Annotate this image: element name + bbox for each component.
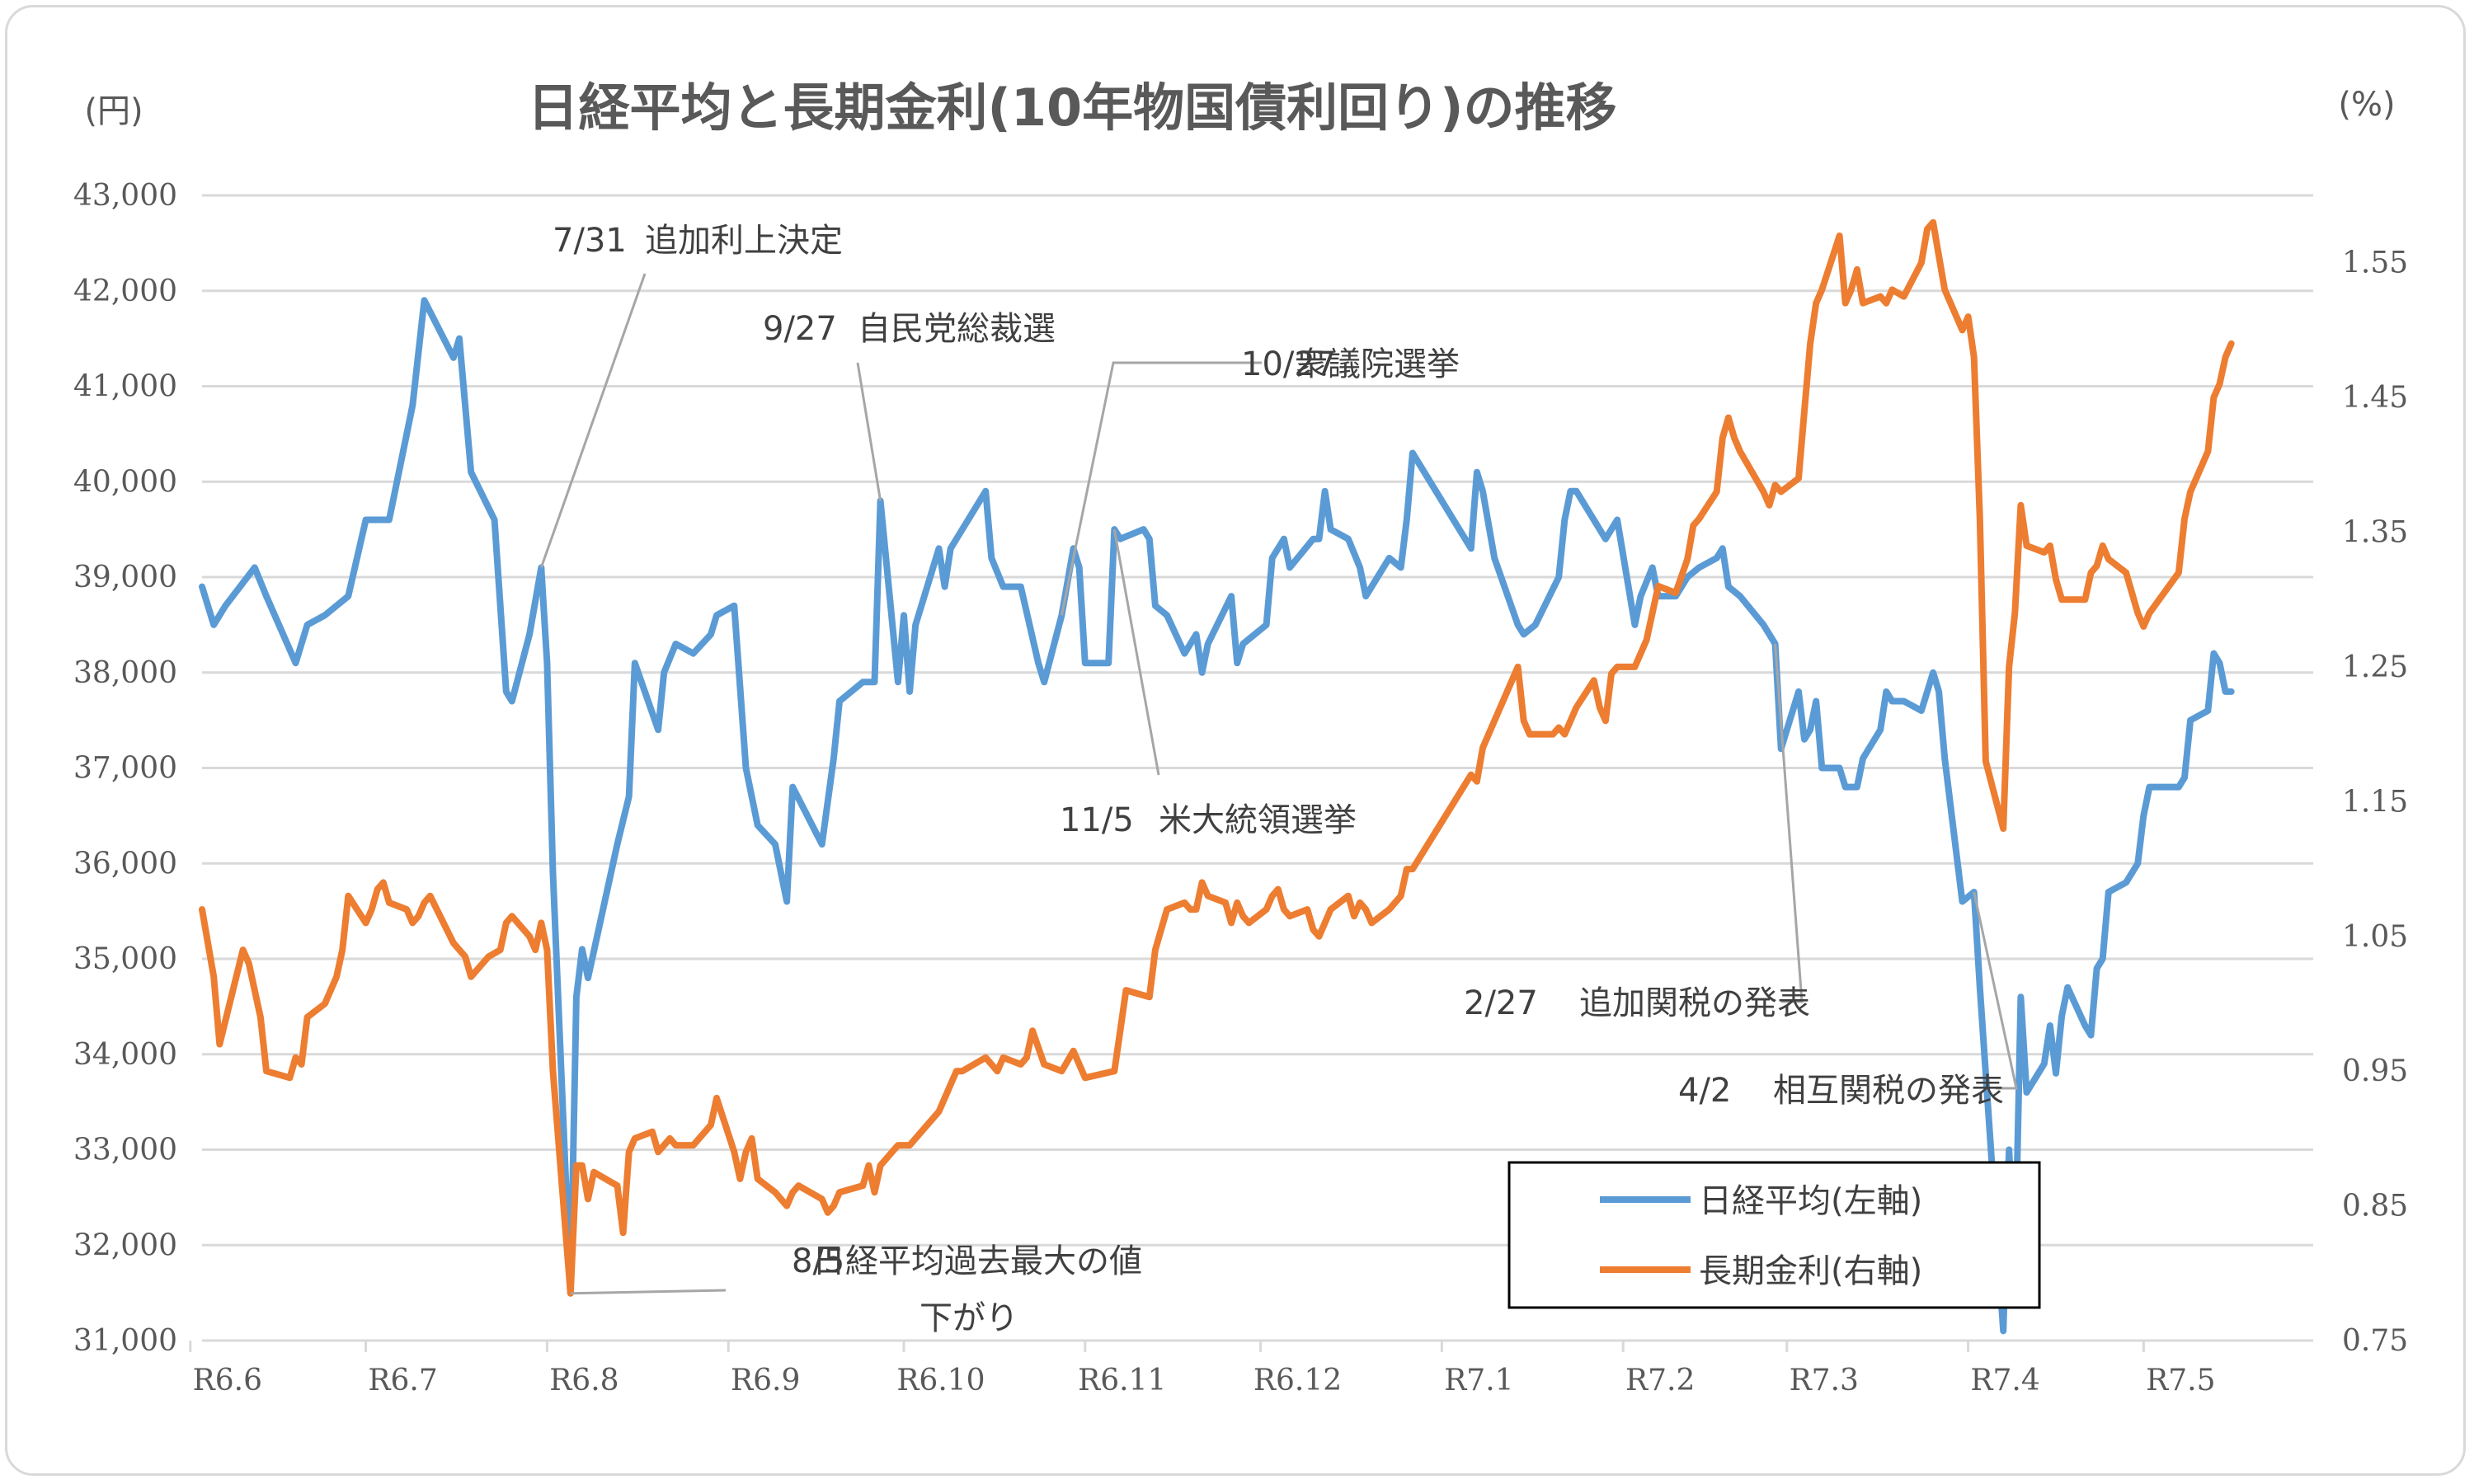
annotation-date: 7/31 [553, 222, 627, 260]
left-tick-label: 38,000 [73, 656, 177, 690]
right-tick-label: 0.85 [2342, 1190, 2408, 1223]
left-axis-unit: (円) [84, 92, 143, 130]
right-tick-label: 1.55 [2342, 247, 2408, 280]
x-tick-label: R6.7 [368, 1364, 437, 1397]
annotation-text: 追加関税の発表 [1579, 984, 1810, 1022]
right-tick-label: 1.35 [2342, 516, 2408, 550]
legend-label-yield: 長期金利(右軸) [1699, 1252, 1922, 1290]
annotation-text-line2: 下がり [920, 1299, 1018, 1337]
left-tick-label: 42,000 [73, 275, 177, 308]
x-tick-label: R7.4 [1970, 1364, 2039, 1397]
chart-frame [5, 5, 2466, 1476]
left-tick-label: 37,000 [73, 752, 177, 786]
annotation-date: 9/27 [763, 310, 837, 348]
right-tick-label: 1.05 [2342, 920, 2408, 954]
annotation-text: 日経平均過去最大の値 [812, 1242, 1142, 1280]
annotation-date: 8/5 [792, 1242, 844, 1280]
x-axis-ticks: R6.6 R6.7 R6.8 R6.9 R6.10 R6.11 R6.12 R7.1 R7.2 R… [189, 1341, 2216, 1397]
left-axis-ticks: 31,000 32,000 33,000 34,000 35,000 36,000 37,0… [73, 179, 177, 1358]
annotation-leader-line [1774, 643, 1804, 1003]
x-tick-label: R6.11 [1078, 1364, 1166, 1397]
left-tick-label: 34,000 [73, 1038, 177, 1072]
legend-box [1507, 1161, 2041, 1309]
annotation-leader-line [856, 362, 882, 501]
annotation-leader-line [570, 1289, 727, 1295]
x-tick-label: R6.8 [549, 1364, 618, 1397]
right-tick-label: 0.95 [2342, 1054, 2408, 1088]
left-tick-label: 36,000 [73, 847, 177, 881]
x-tick-label: R6.6 [193, 1364, 262, 1397]
left-tick-label: 41,000 [73, 370, 177, 404]
right-tick-label: 1.15 [2342, 785, 2408, 819]
legend: 日経平均(左軸) 長期金利(右軸) [1507, 1161, 2041, 1309]
left-tick-label: 31,000 [73, 1324, 177, 1358]
left-tick-label: 43,000 [73, 179, 177, 213]
annotation-date: 10/27 [1241, 345, 1336, 383]
x-tick-label: R7.5 [2146, 1364, 2215, 1397]
right-axis-unit: (%) [2338, 86, 2395, 124]
annotation-leader-line [1060, 361, 1262, 616]
annotation-date: 11/5 [1060, 801, 1134, 839]
x-tick-label: R6.10 [896, 1364, 985, 1397]
annotation-text: 衆議院選挙 [1295, 345, 1460, 383]
right-axis-ticks: 0.75 0.85 0.95 1.05 1.15 1.25 1.35 1.45 1.55 [2342, 247, 2408, 1358]
x-tick-label: R6.12 [1253, 1364, 1342, 1397]
annotation-text: 米大統領選挙 [1159, 801, 1357, 839]
annotation-text: 追加利上決定 [645, 222, 843, 260]
annotation-leader-line [539, 273, 647, 568]
left-tick-label: 35,000 [73, 942, 177, 976]
x-tick-label: R6.9 [731, 1364, 800, 1397]
x-tick-label: R7.1 [1444, 1364, 1513, 1397]
nikkei-series-line [199, 297, 2235, 1335]
chart-title: 日経平均と長期金利(10年物国債利回り)の推移 [528, 77, 1617, 138]
annotation-text: 相互関税の発表 [1773, 1072, 2004, 1110]
annotation-text: 自民党総裁選 [858, 310, 1056, 348]
x-tick-label: R7.2 [1625, 1364, 1695, 1397]
gridlines [202, 194, 2313, 1342]
right-tick-label: 0.75 [2342, 1324, 2408, 1358]
yield-series-line [199, 218, 2235, 1297]
right-tick-label: 1.25 [2342, 650, 2408, 684]
right-tick-label: 1.45 [2342, 381, 2408, 415]
legend-label-nikkei: 日経平均(左軸) [1699, 1182, 1922, 1220]
series-lines [199, 218, 2235, 1335]
left-tick-label: 32,000 [73, 1228, 177, 1262]
annotation-date: 2/27 [1464, 984, 1538, 1022]
annotation-leader-line [1112, 528, 1160, 776]
left-tick-label: 39,000 [73, 561, 177, 594]
annotation-leader-line [1973, 891, 2018, 1090]
left-tick-label: 33,000 [73, 1134, 177, 1167]
x-tick-label: R7.3 [1790, 1364, 1859, 1397]
left-tick-label: 40,000 [73, 465, 177, 499]
annotation-date: 4/2 [1678, 1072, 1731, 1110]
